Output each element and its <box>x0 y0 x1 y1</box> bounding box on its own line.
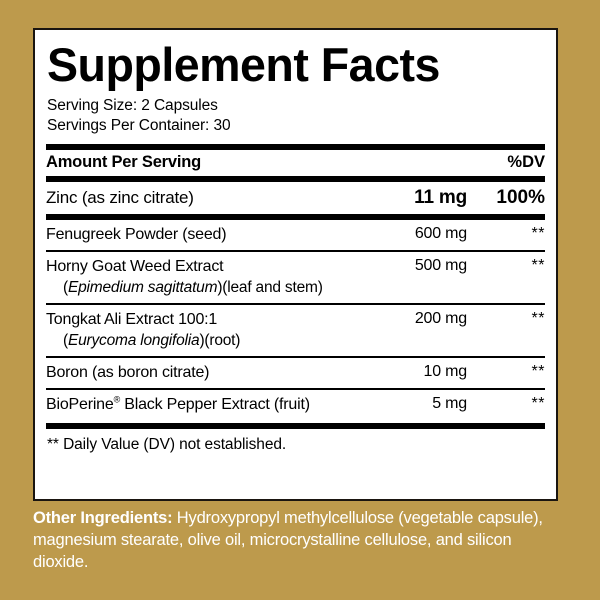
nutrient-latin-part: (Epimedium sagittatum)(leaf and stem) <box>63 278 323 296</box>
bioperine-brand: BioPerine <box>46 396 114 414</box>
amount-per-serving-label: Amount Per Serving <box>46 152 202 171</box>
nutrient-amount: 5 mg <box>432 395 467 413</box>
supplement-facts-panel: Supplement Facts Serving Size: 2 Capsule… <box>33 28 558 501</box>
table-row: Zinc (as zinc citrate) 11 mg 100% <box>46 182 545 214</box>
nutrient-dv: ** <box>531 256 545 274</box>
nutrient-dv: 100% <box>496 186 545 208</box>
rule-thin <box>46 356 545 359</box>
table-row: Fenugreek Powder (seed) 600 mg ** <box>46 220 545 250</box>
plant-part: (root) <box>204 332 241 350</box>
table-header-row: Amount Per Serving %DV <box>46 150 545 176</box>
other-ingredients-text: Hydroxypropyl methylcellulose (vegetable… <box>33 509 543 571</box>
nutrient-amount: 600 mg <box>414 224 467 242</box>
nutrient-name: Horny Goat Weed Extract <box>46 257 224 275</box>
latin-name: Eurycoma longifolia <box>67 332 200 350</box>
daily-value-footnote: ** Daily Value (DV) not established. <box>47 436 287 454</box>
serving-size: Serving Size: 2 Capsules <box>47 97 218 114</box>
nutrient-amount: 10 mg <box>423 363 468 381</box>
rule-zinc-bottom-thick <box>46 213 545 220</box>
nutrient-dv: ** <box>531 224 545 242</box>
rule-header-bottom-thick <box>46 175 545 182</box>
latin-name: Epimedium sagittatum <box>67 278 218 296</box>
other-ingredients-label: Other Ingredients: <box>33 509 173 527</box>
rule-top-thick <box>46 143 545 150</box>
bioperine-rest: Black Pepper Extract (fruit) <box>120 396 310 414</box>
nutrient-amount: 200 mg <box>414 310 467 328</box>
nutrient-name: Zinc (as zinc citrate) <box>46 187 194 207</box>
nutrient-dv: ** <box>531 310 545 328</box>
rule-thin <box>46 303 545 306</box>
nutrient-name-block: Tongkat Ali Extract 100:1 (Eurycoma long… <box>46 310 355 351</box>
nutrient-amount: 11 mg <box>414 186 467 208</box>
rule-thin <box>46 249 545 252</box>
nutrient-dv: ** <box>531 363 545 381</box>
percent-dv-label: %DV <box>507 152 545 171</box>
nutrient-name: BioPerine® Black Pepper Extract (fruit) <box>46 395 355 415</box>
nutrient-dv: ** <box>531 395 545 413</box>
rule-thin <box>46 388 545 391</box>
servings-per-container: Servings Per Container: 30 <box>47 117 231 135</box>
registered-trademark-icon: ® <box>113 394 121 405</box>
nutrient-name: Tongkat Ali Extract 100:1 <box>46 311 218 329</box>
table-row: Boron (as boron citrate) 10 mg ** <box>46 358 545 388</box>
nutrient-name: Boron (as boron citrate) <box>46 364 210 382</box>
nutrient-name: Fenugreek Powder (seed) <box>46 225 227 243</box>
other-ingredients: Other Ingredients: Hydroxypropyl methylc… <box>33 508 565 574</box>
serving-info: Serving Size: 2 Capsules Servings Per Co… <box>47 96 545 137</box>
nutrient-latin-part: (Eurycoma longifolia)(root) <box>63 332 241 350</box>
page-title: Supplement Facts <box>47 38 440 91</box>
table-row: Tongkat Ali Extract 100:1 (Eurycoma long… <box>46 305 545 356</box>
table-row: Horny Goat Weed Extract (Epimedium sagit… <box>46 252 545 303</box>
table-row: BioPerine® Black Pepper Extract (fruit) … <box>46 390 545 420</box>
plant-part: (leaf and stem) <box>222 278 323 296</box>
nutrient-amount: 500 mg <box>414 256 467 274</box>
nutrient-name-block: Horny Goat Weed Extract (Epimedium sagit… <box>46 257 355 298</box>
rule-footnote-top-thick <box>46 423 545 430</box>
